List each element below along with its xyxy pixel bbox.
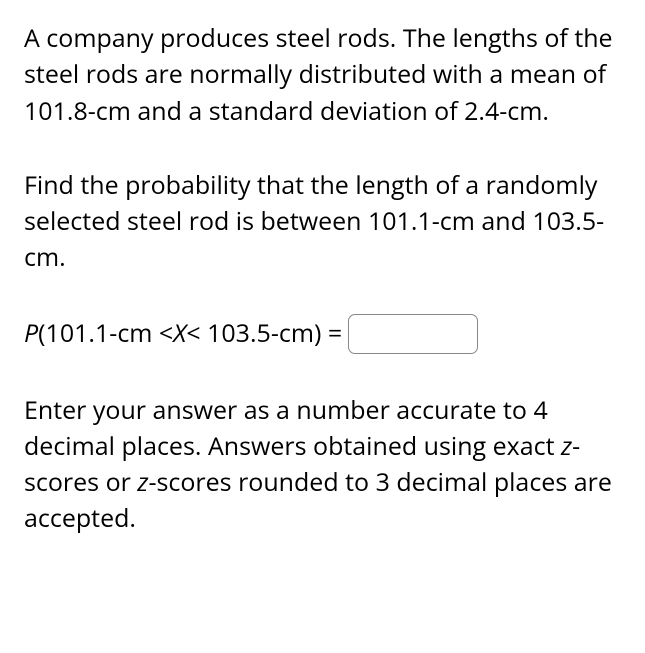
z-italic-1: z xyxy=(561,429,572,463)
z-italic-2: z xyxy=(137,465,148,499)
equation-variable: X xyxy=(173,315,186,351)
equation-line: P(101.1-cm < X < 103.5-cm) = xyxy=(24,314,621,354)
equation-open: (101.1-cm < xyxy=(38,315,173,351)
problem-intro: A company produces steel rods. The lengt… xyxy=(24,20,621,129)
problem-question: Find the probability that the length of … xyxy=(24,167,621,276)
instructions-part1: Enter your answer as a number accurate t… xyxy=(24,393,561,463)
equation-close: < 103.5-cm) = xyxy=(186,315,342,351)
equation-p: P xyxy=(24,315,38,351)
answer-input[interactable] xyxy=(348,314,478,354)
instructions: Enter your answer as a number accurate t… xyxy=(24,392,621,537)
